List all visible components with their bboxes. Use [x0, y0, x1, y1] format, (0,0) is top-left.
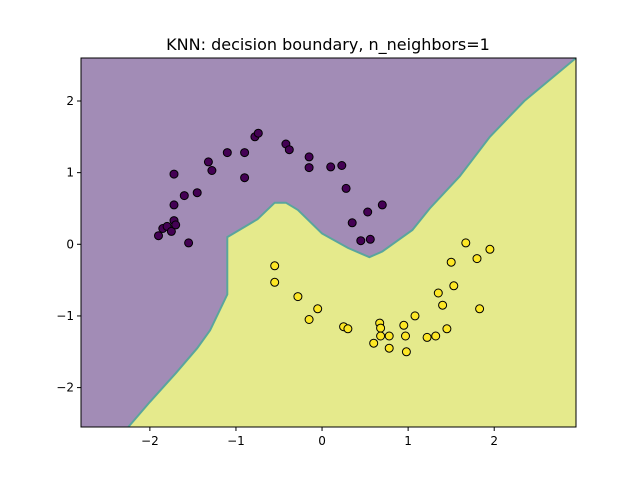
data-point-class-1 — [449, 281, 459, 291]
data-point-class-1 — [438, 300, 448, 310]
data-point-class-1 — [384, 343, 394, 353]
data-point-class-0 — [365, 234, 375, 244]
data-point-class-0 — [192, 188, 202, 198]
plot-content — [81, 58, 576, 427]
data-point-class-1 — [475, 304, 485, 314]
data-point-class-1 — [369, 338, 379, 348]
data-point-class-1 — [270, 261, 280, 271]
data-point-class-1 — [446, 257, 456, 267]
data-point-class-1 — [472, 254, 482, 264]
y-tick-label: 0 — [66, 237, 74, 251]
data-point-class-0 — [253, 128, 263, 138]
data-point-class-1 — [485, 244, 495, 254]
data-point-class-1 — [313, 304, 323, 314]
data-point-class-1 — [401, 331, 410, 341]
data-point-class-1 — [401, 347, 411, 357]
data-point-class-0 — [284, 145, 294, 155]
axes-frame — [80, 57, 577, 428]
x-tick-label: −2 — [141, 434, 159, 448]
data-point-class-0 — [169, 169, 179, 179]
data-point-class-0 — [184, 238, 194, 248]
data-point-class-0 — [154, 231, 163, 241]
data-point-class-1 — [431, 331, 441, 341]
data-point-class-0 — [337, 161, 347, 170]
data-point-class-0 — [363, 207, 373, 217]
x-tick-label: 1 — [404, 434, 412, 448]
y-tick-label: −1 — [56, 309, 74, 323]
x-tick-label: 0 — [318, 434, 326, 448]
data-point-class-0 — [341, 183, 351, 193]
data-point-class-0 — [377, 200, 387, 210]
data-point-class-1 — [343, 324, 353, 334]
axes: −2 −1 0 1 2 −2 −1 0 1 2 — [56, 57, 577, 448]
data-point-class-0 — [326, 162, 336, 172]
decision-boundary-line — [127, 58, 576, 427]
data-point-class-1 — [376, 331, 386, 341]
data-point-class-0 — [240, 173, 250, 183]
y-tick-label: 2 — [66, 94, 74, 108]
data-point-class-0 — [207, 166, 217, 175]
data-point-class-0 — [347, 218, 357, 228]
data-point-class-1 — [433, 288, 443, 298]
data-point-class-0 — [203, 157, 213, 167]
data-point-class-0 — [240, 148, 250, 158]
data-point-class-1 — [442, 324, 452, 334]
data-point-class-1 — [461, 238, 471, 248]
y-tick-label: −2 — [56, 381, 74, 395]
data-point-class-0 — [169, 200, 179, 210]
plot-area — [81, 58, 576, 427]
data-point-class-0 — [304, 163, 314, 173]
data-point-class-0 — [356, 236, 366, 246]
data-point-class-1 — [304, 315, 314, 324]
data-point-class-0 — [166, 226, 176, 236]
data-point-class-1 — [293, 292, 303, 302]
x-tick-label: 2 — [490, 434, 498, 448]
chart-title: KNN: decision boundary, n_neighbors=1 — [166, 35, 490, 55]
data-point-class-1 — [422, 332, 432, 342]
x-tick-label: −1 — [227, 434, 245, 448]
data-point-class-1 — [376, 323, 386, 333]
data-point-class-1 — [410, 311, 420, 321]
data-point-class-1 — [270, 277, 280, 287]
data-point-class-0 — [222, 148, 232, 158]
region-class-1 — [128, 58, 576, 427]
data-point-class-1 — [399, 320, 409, 330]
data-point-class-0 — [171, 220, 181, 230]
y-tick-label: 1 — [66, 166, 74, 180]
data-point-class-0 — [179, 191, 189, 201]
data-point-class-1 — [384, 331, 394, 341]
data-point-class-0 — [304, 152, 314, 162]
